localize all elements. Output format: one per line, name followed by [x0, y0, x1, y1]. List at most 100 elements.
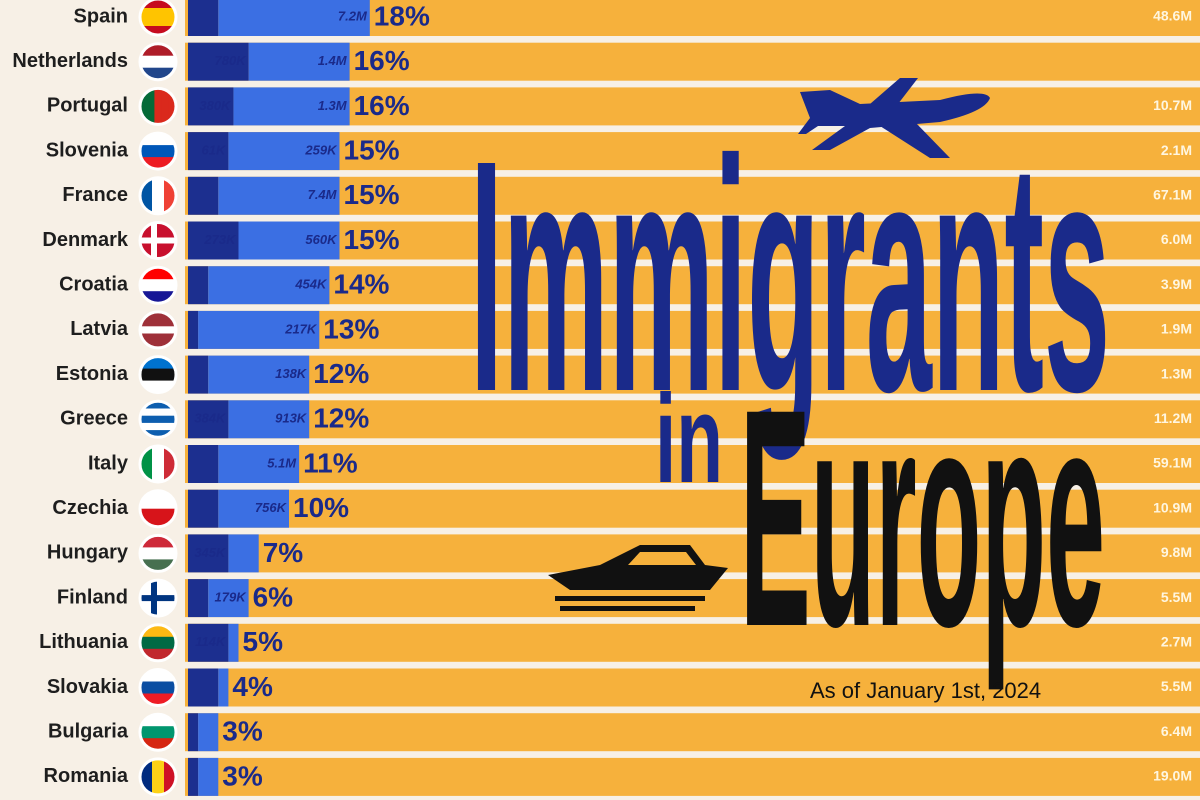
- country-name: Hungary: [47, 542, 129, 564]
- flag-ring: [138, 310, 178, 350]
- total-label: 15%: [344, 134, 400, 165]
- country-name: Spain: [74, 5, 128, 27]
- bar-segment: [188, 0, 219, 36]
- country-name: Latvia: [70, 318, 129, 340]
- population-label: 2.7M: [1161, 634, 1192, 650]
- segment-label: 913K: [275, 411, 308, 426]
- total-label: 13%: [323, 313, 379, 344]
- population-label: 59.1M: [1153, 455, 1192, 471]
- bar-segment: [188, 132, 229, 171]
- bar-segment: [188, 176, 219, 215]
- subtitle: As of January 1st, 2024: [810, 678, 1041, 703]
- flag: [140, 401, 176, 438]
- flag-part: [140, 422, 176, 431]
- bar-segment: [218, 445, 300, 483]
- segment-label: 380K: [199, 98, 232, 113]
- population-label: 11.2M: [1154, 410, 1192, 426]
- row-band: [185, 445, 1200, 483]
- flag-part: [140, 326, 176, 334]
- country-name: Denmark: [42, 229, 128, 251]
- bar-segment: [188, 445, 219, 483]
- bar-segment: [218, 668, 229, 707]
- segment-label: 384K: [194, 411, 227, 426]
- row-band: [185, 355, 1200, 394]
- total-label: 12%: [313, 403, 369, 434]
- flag-part: [140, 636, 176, 650]
- total-label: 18%: [374, 0, 430, 31]
- total-label: 3%: [222, 716, 263, 747]
- bar-segment: [188, 489, 219, 528]
- flag-ring: [138, 668, 178, 707]
- flag-part: [140, 401, 176, 409]
- flag-ring: [138, 42, 178, 82]
- segment-label: 1.4M: [318, 53, 348, 68]
- total-label: 15%: [344, 224, 400, 255]
- country-name: France: [62, 184, 128, 206]
- flag-ring: [138, 533, 178, 573]
- boat-icon: [548, 545, 728, 611]
- segment-label: 217K: [284, 321, 318, 336]
- bar-segment: [188, 400, 229, 439]
- flag-part: [140, 547, 176, 560]
- population-label: 1.3M: [1161, 365, 1192, 381]
- flag-part: [140, 340, 176, 348]
- bar-segment: [198, 757, 219, 796]
- flag-ring: [138, 221, 178, 260]
- total-label: 15%: [344, 179, 400, 210]
- segment-label: 7.2M: [338, 8, 368, 23]
- bar-segment: [188, 623, 229, 662]
- segment-label: 7.4M: [308, 187, 338, 202]
- population-label: 19.0M: [1153, 768, 1192, 784]
- title-line: in: [655, 370, 723, 509]
- bar-segment: [208, 266, 330, 305]
- bar-segment: [188, 310, 199, 349]
- country-name: Netherlands: [12, 50, 128, 72]
- flag-ring: [138, 86, 178, 126]
- bar-segment: [188, 668, 219, 707]
- total-label: 12%: [313, 358, 369, 389]
- bar-segment: [198, 713, 219, 752]
- flag-part: [154, 88, 163, 125]
- flag: [140, 0, 176, 35]
- total-label: 6%: [253, 581, 294, 612]
- flag-part: [140, 726, 176, 739]
- flag-part: [147, 88, 155, 125]
- flag-ring: [138, 489, 178, 529]
- bar-segment: [228, 534, 259, 573]
- country-name: Romania: [44, 765, 129, 787]
- flag: [140, 490, 176, 527]
- flag-part: [140, 490, 176, 510]
- flag-part: [140, 55, 176, 69]
- country-name: Greece: [60, 408, 128, 430]
- flag-ring: [138, 399, 178, 439]
- row-band: [185, 757, 1200, 796]
- flag-part: [140, 408, 176, 417]
- flag-ring: [138, 712, 178, 752]
- population-label: 10.9M: [1153, 499, 1192, 515]
- segment-label: 756K: [255, 500, 288, 515]
- total-label: 7%: [263, 537, 304, 568]
- total-label: 16%: [354, 45, 410, 76]
- row-band: [185, 623, 1200, 662]
- total-label: 11%: [303, 447, 358, 478]
- flag: [140, 88, 176, 125]
- segment-label: 138K: [275, 366, 308, 381]
- country-name: Bulgaria: [48, 720, 129, 742]
- segment-label: 1.3M: [318, 98, 348, 113]
- total-label: 10%: [293, 492, 349, 523]
- population-label: 67.1M: [1153, 187, 1192, 203]
- flag-part: [140, 8, 176, 18]
- country-name: Italy: [88, 452, 129, 474]
- bar-segment: [218, 176, 340, 215]
- row-band: [185, 400, 1200, 439]
- bar-segment: [208, 355, 310, 394]
- flag-ring: [138, 265, 178, 305]
- bar-segment: [198, 310, 320, 349]
- flag-part: [140, 26, 176, 35]
- flag-part: [140, 237, 176, 244]
- flag-part: [140, 368, 176, 382]
- row-band: [185, 310, 1200, 349]
- flag-part: [140, 681, 176, 694]
- decoration: [548, 78, 990, 611]
